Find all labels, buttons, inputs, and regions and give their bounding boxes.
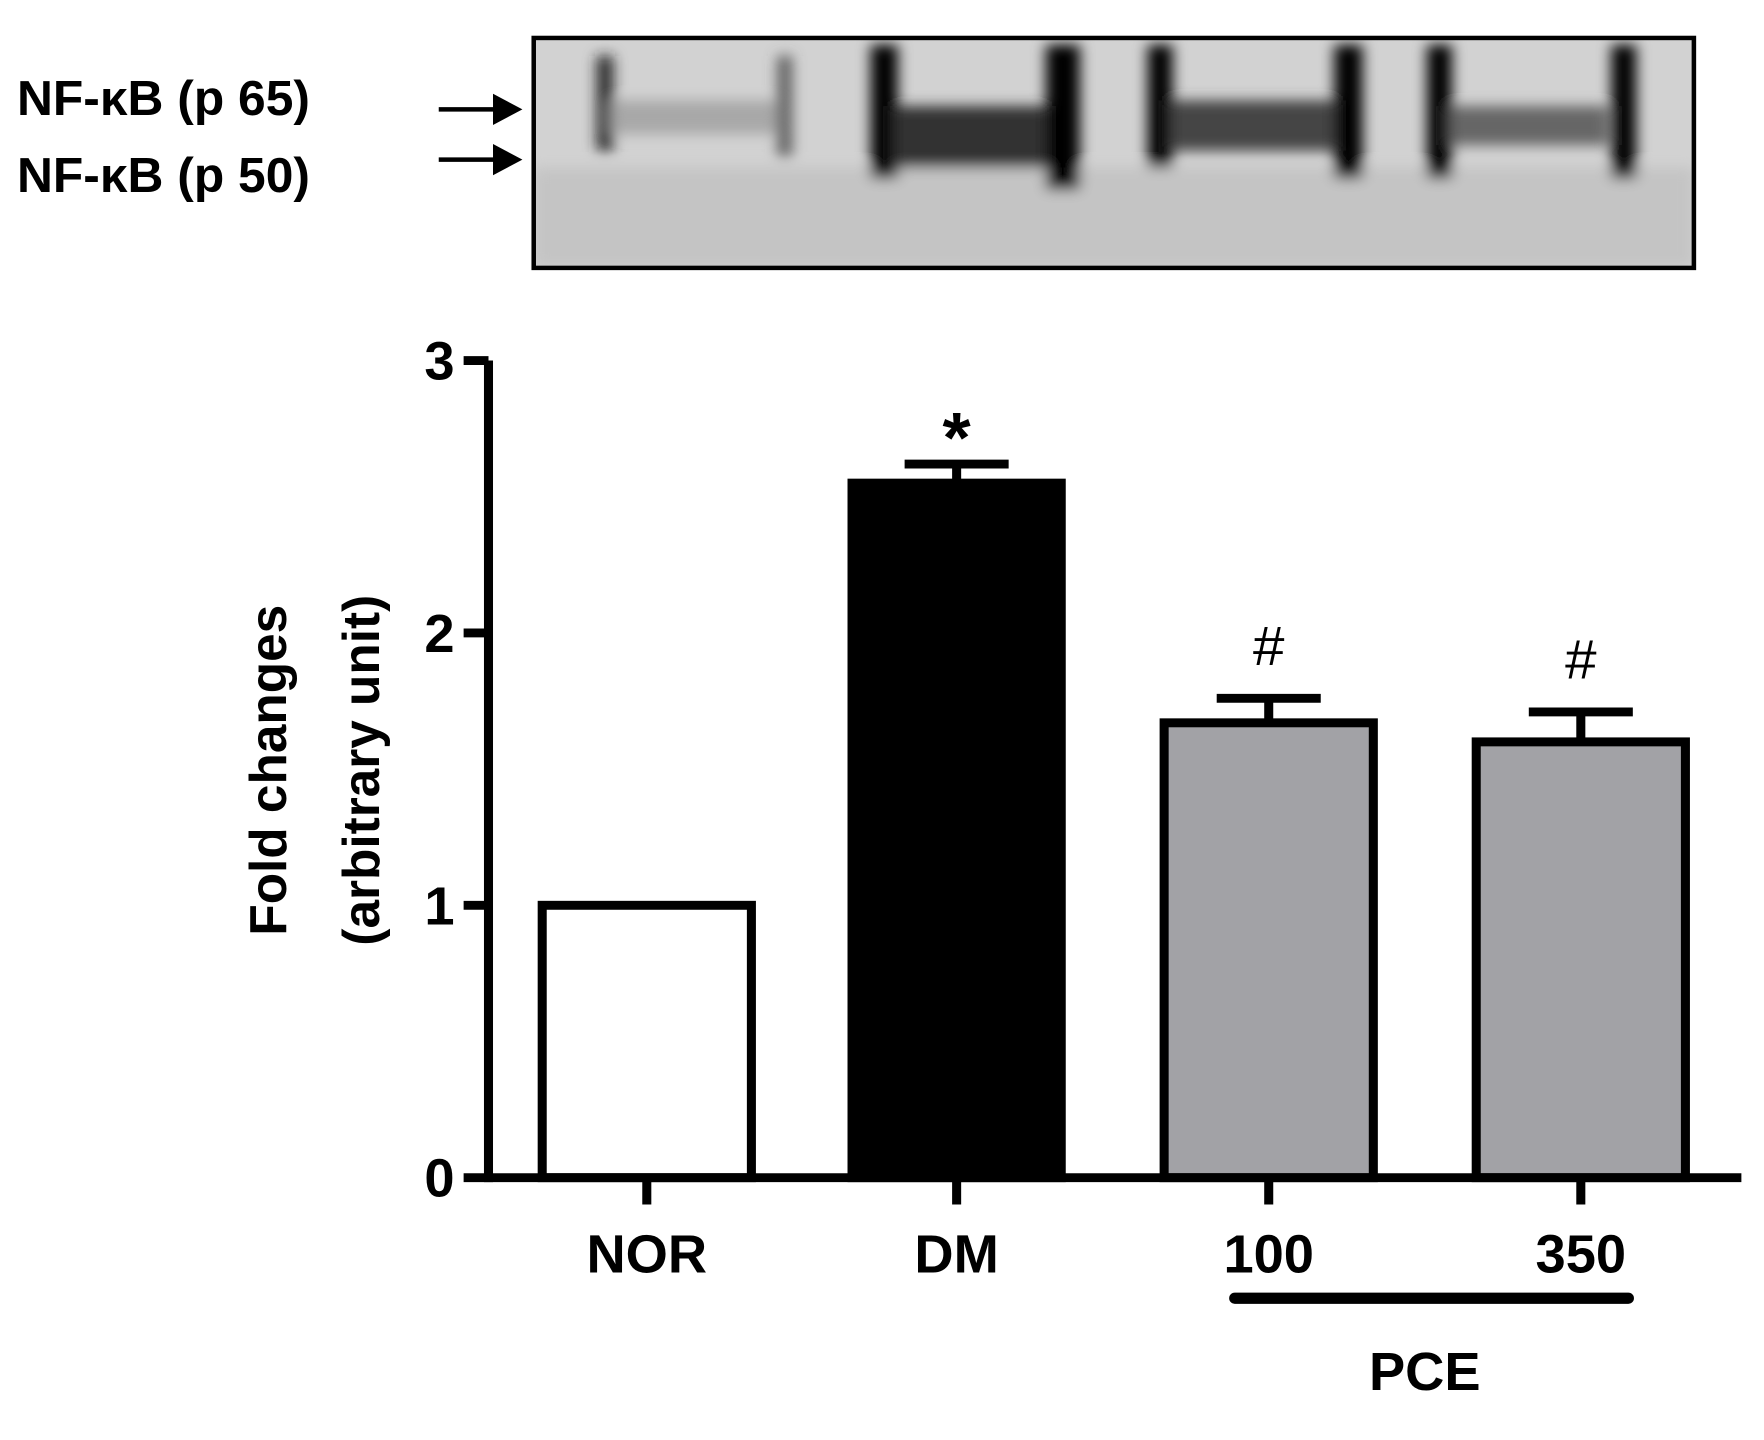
blot-label: NF-κB (p 65) <box>17 71 310 126</box>
x-tick-label: DM <box>914 1225 998 1285</box>
blot-arrow <box>438 93 523 176</box>
y-axis-label: (arbitrary unit) <box>332 595 390 946</box>
annotation: # <box>1253 614 1284 677</box>
y-tick-label: 3 <box>424 332 454 392</box>
bar <box>847 478 1066 1183</box>
blot-label: NF-κB (p 50) <box>17 148 310 203</box>
bar <box>1159 718 1378 1183</box>
bar <box>1471 737 1690 1183</box>
x-tick-label: 100 <box>1223 1225 1314 1285</box>
blot-image <box>531 35 1697 271</box>
y-tick-label: 2 <box>424 604 454 664</box>
y-tick-label: 1 <box>424 877 454 937</box>
x-tick-label: NOR <box>587 1225 708 1285</box>
group-label: PCE <box>1369 1342 1481 1402</box>
annotation: * <box>943 398 971 477</box>
x-tick-label: 350 <box>1536 1225 1627 1285</box>
annotation: # <box>1565 628 1596 691</box>
bar <box>537 900 756 1183</box>
y-axis-label: Fold changes <box>239 605 297 936</box>
y-tick-label: 0 <box>424 1149 454 1209</box>
